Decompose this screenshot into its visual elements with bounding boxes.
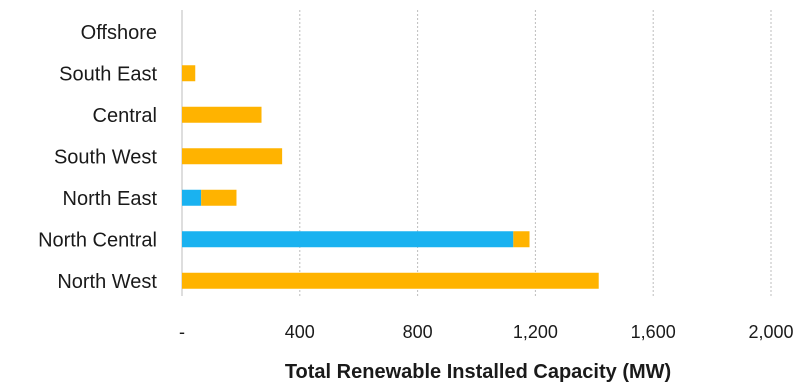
bar-segment (182, 148, 283, 165)
x-tick-labels: - 400 800 1,200 1,600 2,000 (179, 322, 794, 342)
bar-segment (201, 189, 237, 206)
x-tick-label: 2,000 (748, 322, 793, 342)
bar-segment (182, 65, 196, 82)
x-tick-label: 400 (285, 322, 315, 342)
category-label: North Central (38, 229, 157, 251)
x-tick-label: 1,200 (513, 322, 558, 342)
bar-segment (182, 272, 599, 289)
category-label: South East (59, 63, 157, 85)
x-tick-label: 1,600 (631, 322, 676, 342)
category-label: North West (57, 271, 157, 293)
x-axis-title: Total Renewable Installed Capacity (MW) (285, 361, 671, 383)
x-tick-label: - (179, 322, 185, 342)
bar-segment (182, 106, 262, 123)
category-label: North East (63, 188, 158, 210)
bar-segment (182, 189, 202, 206)
bar-segment (513, 231, 530, 248)
category-label: Central (93, 105, 157, 127)
category-label: South West (54, 146, 157, 168)
category-labels: Offshore South East Central South West North… (38, 22, 157, 293)
x-tick-label: 800 (403, 322, 433, 342)
bars (182, 65, 599, 289)
category-label: Offshore (81, 22, 157, 44)
bar-segment (182, 231, 514, 248)
